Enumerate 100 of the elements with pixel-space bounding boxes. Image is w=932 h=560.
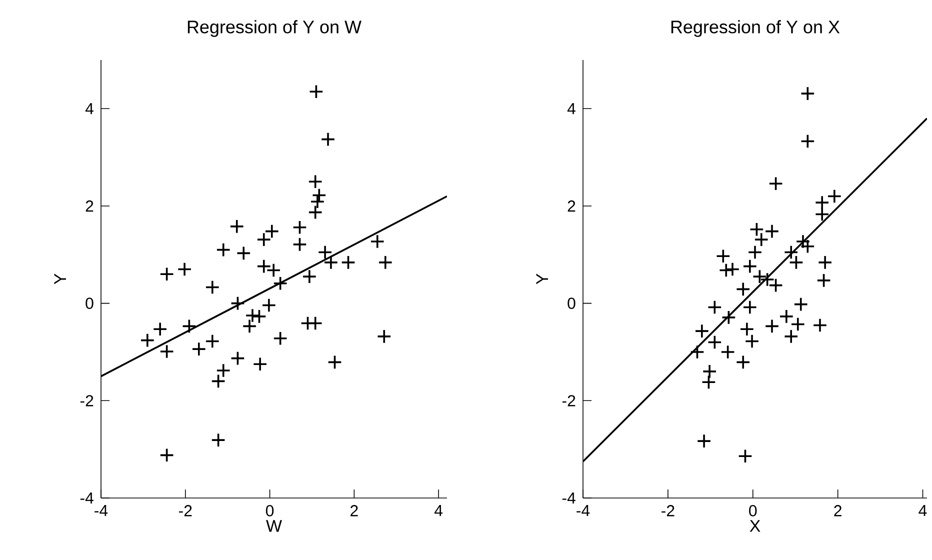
point	[266, 262, 281, 278]
point	[160, 448, 174, 462]
point	[816, 273, 832, 288]
y-tick-label: 0	[568, 298, 576, 309]
point	[140, 333, 155, 348]
point	[205, 280, 220, 295]
point	[211, 432, 226, 448]
point	[707, 334, 722, 350]
point	[308, 84, 324, 99]
point	[814, 195, 830, 210]
point	[784, 329, 798, 344]
point	[273, 276, 288, 291]
point	[230, 219, 244, 234]
point	[302, 269, 317, 284]
point	[230, 351, 246, 366]
y-tick-label: 0	[86, 298, 94, 309]
point	[794, 296, 808, 312]
x-tick-label: -2	[662, 505, 674, 516]
point	[182, 318, 196, 334]
point	[312, 188, 326, 203]
point	[812, 318, 828, 333]
point	[205, 334, 220, 349]
x-tick-label: -4	[576, 505, 590, 516]
point	[690, 344, 705, 360]
point	[252, 309, 267, 324]
point	[292, 237, 308, 252]
y-tick-label: 4	[85, 103, 94, 114]
point	[788, 255, 804, 270]
point	[177, 262, 192, 277]
point	[216, 363, 231, 378]
point	[790, 316, 806, 332]
point	[721, 310, 736, 325]
y-tick-label: 2	[568, 200, 576, 212]
point	[292, 220, 308, 235]
point	[720, 344, 736, 360]
point	[800, 86, 815, 101]
point	[273, 331, 288, 346]
x-tick-label: 0	[749, 505, 757, 516]
y-tick-label: -4	[80, 492, 94, 504]
point	[694, 324, 710, 338]
point	[718, 262, 734, 278]
point	[308, 174, 323, 189]
point	[152, 322, 168, 336]
point	[327, 354, 342, 370]
point	[779, 309, 794, 324]
point	[754, 232, 769, 247]
point	[740, 322, 754, 336]
point	[230, 296, 246, 311]
point	[716, 248, 730, 264]
point	[245, 308, 260, 323]
point	[160, 266, 174, 282]
point	[827, 188, 842, 204]
y-tick-label: -4	[562, 492, 576, 504]
point	[310, 194, 325, 209]
x-tick-label: 2	[350, 505, 358, 516]
point	[702, 364, 717, 379]
point	[814, 206, 830, 222]
point	[340, 255, 356, 270]
point	[256, 259, 272, 274]
point	[252, 356, 268, 372]
point	[744, 334, 760, 349]
point	[262, 298, 276, 313]
point	[320, 132, 336, 147]
x-tick-label: 0	[266, 505, 274, 516]
x-tick-label: 2	[834, 505, 842, 516]
point	[768, 176, 784, 191]
point	[324, 255, 338, 270]
y-axis-title: Y	[54, 274, 66, 284]
point	[308, 205, 323, 220]
x-axis-title: W	[266, 520, 282, 532]
point	[764, 224, 780, 239]
point	[725, 262, 740, 277]
point	[256, 232, 272, 247]
point	[216, 242, 231, 258]
point	[738, 448, 753, 464]
y-tick-label: -2	[80, 395, 94, 406]
x-tick-label: -4	[94, 505, 108, 516]
point	[696, 434, 712, 448]
point	[236, 246, 251, 260]
point	[378, 255, 393, 270]
chart-title: Regression of Y on X	[671, 20, 840, 37]
point	[784, 244, 798, 260]
point	[707, 300, 722, 315]
point	[818, 255, 832, 270]
chart-title: Regression of Y on W	[188, 20, 362, 37]
point	[160, 344, 174, 359]
y-tick-label: 4	[567, 103, 576, 114]
y-axis-title: Y	[536, 274, 548, 284]
x-tick-label: 4	[918, 505, 927, 516]
point	[748, 244, 762, 260]
point	[376, 329, 392, 344]
point	[736, 354, 750, 370]
point	[264, 224, 280, 239]
point	[764, 318, 780, 334]
x-tick-label: 4	[434, 505, 443, 516]
point	[192, 342, 206, 356]
y-tick-label: 2	[86, 200, 94, 212]
point	[742, 259, 758, 274]
x-tick-label: -2	[179, 505, 192, 516]
point	[800, 134, 815, 149]
